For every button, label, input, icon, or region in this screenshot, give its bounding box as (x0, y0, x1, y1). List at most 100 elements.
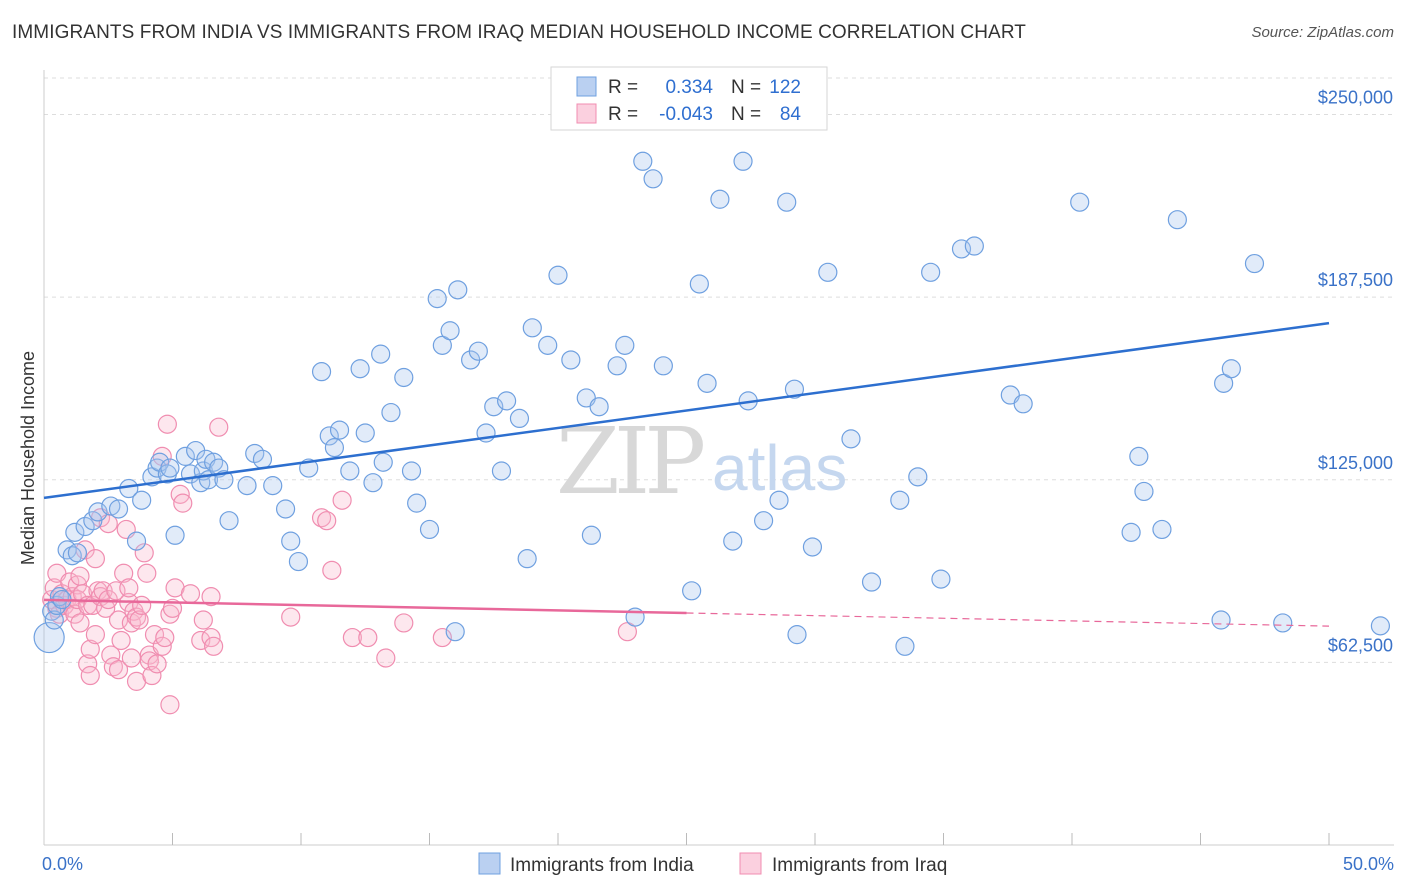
india-point (1070, 192, 1090, 212)
india-point (895, 636, 915, 656)
india-point (491, 461, 512, 481)
india-point (288, 551, 309, 572)
india-point (65, 522, 85, 542)
india-point (841, 429, 861, 449)
india-point (329, 420, 350, 440)
india-point (509, 408, 530, 429)
india-point (931, 569, 951, 589)
iraq-point (322, 560, 342, 580)
legend-box (550, 66, 828, 131)
india-point (401, 461, 422, 481)
india-point (394, 367, 414, 388)
india-point (150, 452, 170, 472)
iraq-point (157, 414, 177, 434)
india-point (75, 516, 95, 537)
india-point (340, 461, 360, 481)
watermark-atlas: atlas (712, 432, 847, 504)
india-point (689, 274, 709, 294)
india-point (633, 151, 653, 171)
india-point (787, 625, 807, 645)
iraq-point (70, 566, 90, 586)
india-points (33, 151, 1391, 656)
iraq-point (142, 665, 162, 686)
iraq-point (394, 613, 414, 633)
iraq-point (193, 610, 213, 630)
india-point (44, 610, 64, 630)
india-point (355, 423, 375, 443)
india-point (175, 446, 195, 466)
india-point (263, 476, 283, 496)
india-point (818, 262, 838, 282)
y-tick-label: $187,500 (1318, 270, 1393, 290)
legend-india-n-value: 122 (769, 77, 801, 98)
iraq-point (317, 511, 337, 531)
india-point (373, 452, 393, 472)
y-tick-label: $125,000 (1318, 453, 1393, 473)
iraq-point (114, 563, 134, 583)
india-point (319, 426, 339, 446)
iraq-point (60, 572, 80, 592)
india-point (517, 549, 537, 569)
india-point (753, 511, 774, 531)
y-tick-labels: $62,500 $125,000 $187,500 $250,000 (1318, 88, 1393, 656)
iraq-point (173, 493, 193, 513)
iraq-trend-line (43, 598, 687, 615)
iraq-trend-line-extension (686, 612, 1330, 627)
chart-title: IMMIGRANTS FROM INDIA VS IMMIGRANTS FROM… (12, 22, 1027, 43)
india-point (324, 438, 345, 458)
iraq-point (85, 625, 106, 645)
iraq-point (134, 543, 154, 563)
iraq-point (126, 607, 147, 627)
india-trend-line (43, 321, 1330, 500)
iraq-point (119, 578, 139, 598)
india-point (769, 490, 789, 510)
legend-iraq-n-label: N = (731, 104, 761, 125)
india-point (890, 490, 910, 510)
iraq-point (129, 610, 149, 630)
iraq-point (342, 627, 362, 648)
india-point (407, 493, 427, 513)
iraq-point (180, 584, 201, 604)
india-point (350, 359, 370, 379)
india-point (445, 622, 465, 642)
india-point (607, 356, 627, 376)
india-point (1244, 253, 1265, 274)
iraq-point (204, 636, 224, 656)
iraq-point (137, 563, 157, 583)
india-point (204, 452, 224, 472)
india-point (427, 289, 447, 309)
india-point (1221, 359, 1241, 379)
iraq-point (376, 648, 396, 668)
x-ticks (172, 833, 1330, 845)
india-point (802, 537, 823, 557)
legend-india-r-label: R = (608, 77, 638, 98)
india-point (1121, 522, 1141, 542)
india-point (219, 511, 239, 531)
iraq-point (209, 417, 229, 437)
india-point (682, 581, 702, 601)
iraq-point (162, 598, 183, 618)
india-point (522, 318, 542, 338)
iraq-point (121, 613, 141, 633)
india-point (62, 546, 82, 566)
iraq-point (160, 695, 180, 715)
india-point (653, 356, 673, 376)
series-legend: Immigrants from India Immigrants from Ir… (478, 852, 947, 876)
iraq-point (70, 613, 90, 633)
india-point (615, 335, 635, 355)
series-legend-label-india: Immigrants from India (510, 855, 694, 876)
india-point (275, 499, 296, 519)
iraq-point (281, 607, 301, 627)
india-point (784, 379, 805, 399)
india-point (1129, 446, 1149, 466)
india-point (160, 458, 180, 478)
india-point (1167, 210, 1187, 230)
india-point (1211, 610, 1231, 630)
iraq-point (111, 630, 131, 651)
india-point (723, 531, 743, 551)
y-tick-label: $250,000 (1318, 88, 1393, 108)
legend-swatch-iraq (576, 103, 597, 124)
india-point (165, 525, 185, 545)
iraq-point (311, 508, 332, 528)
